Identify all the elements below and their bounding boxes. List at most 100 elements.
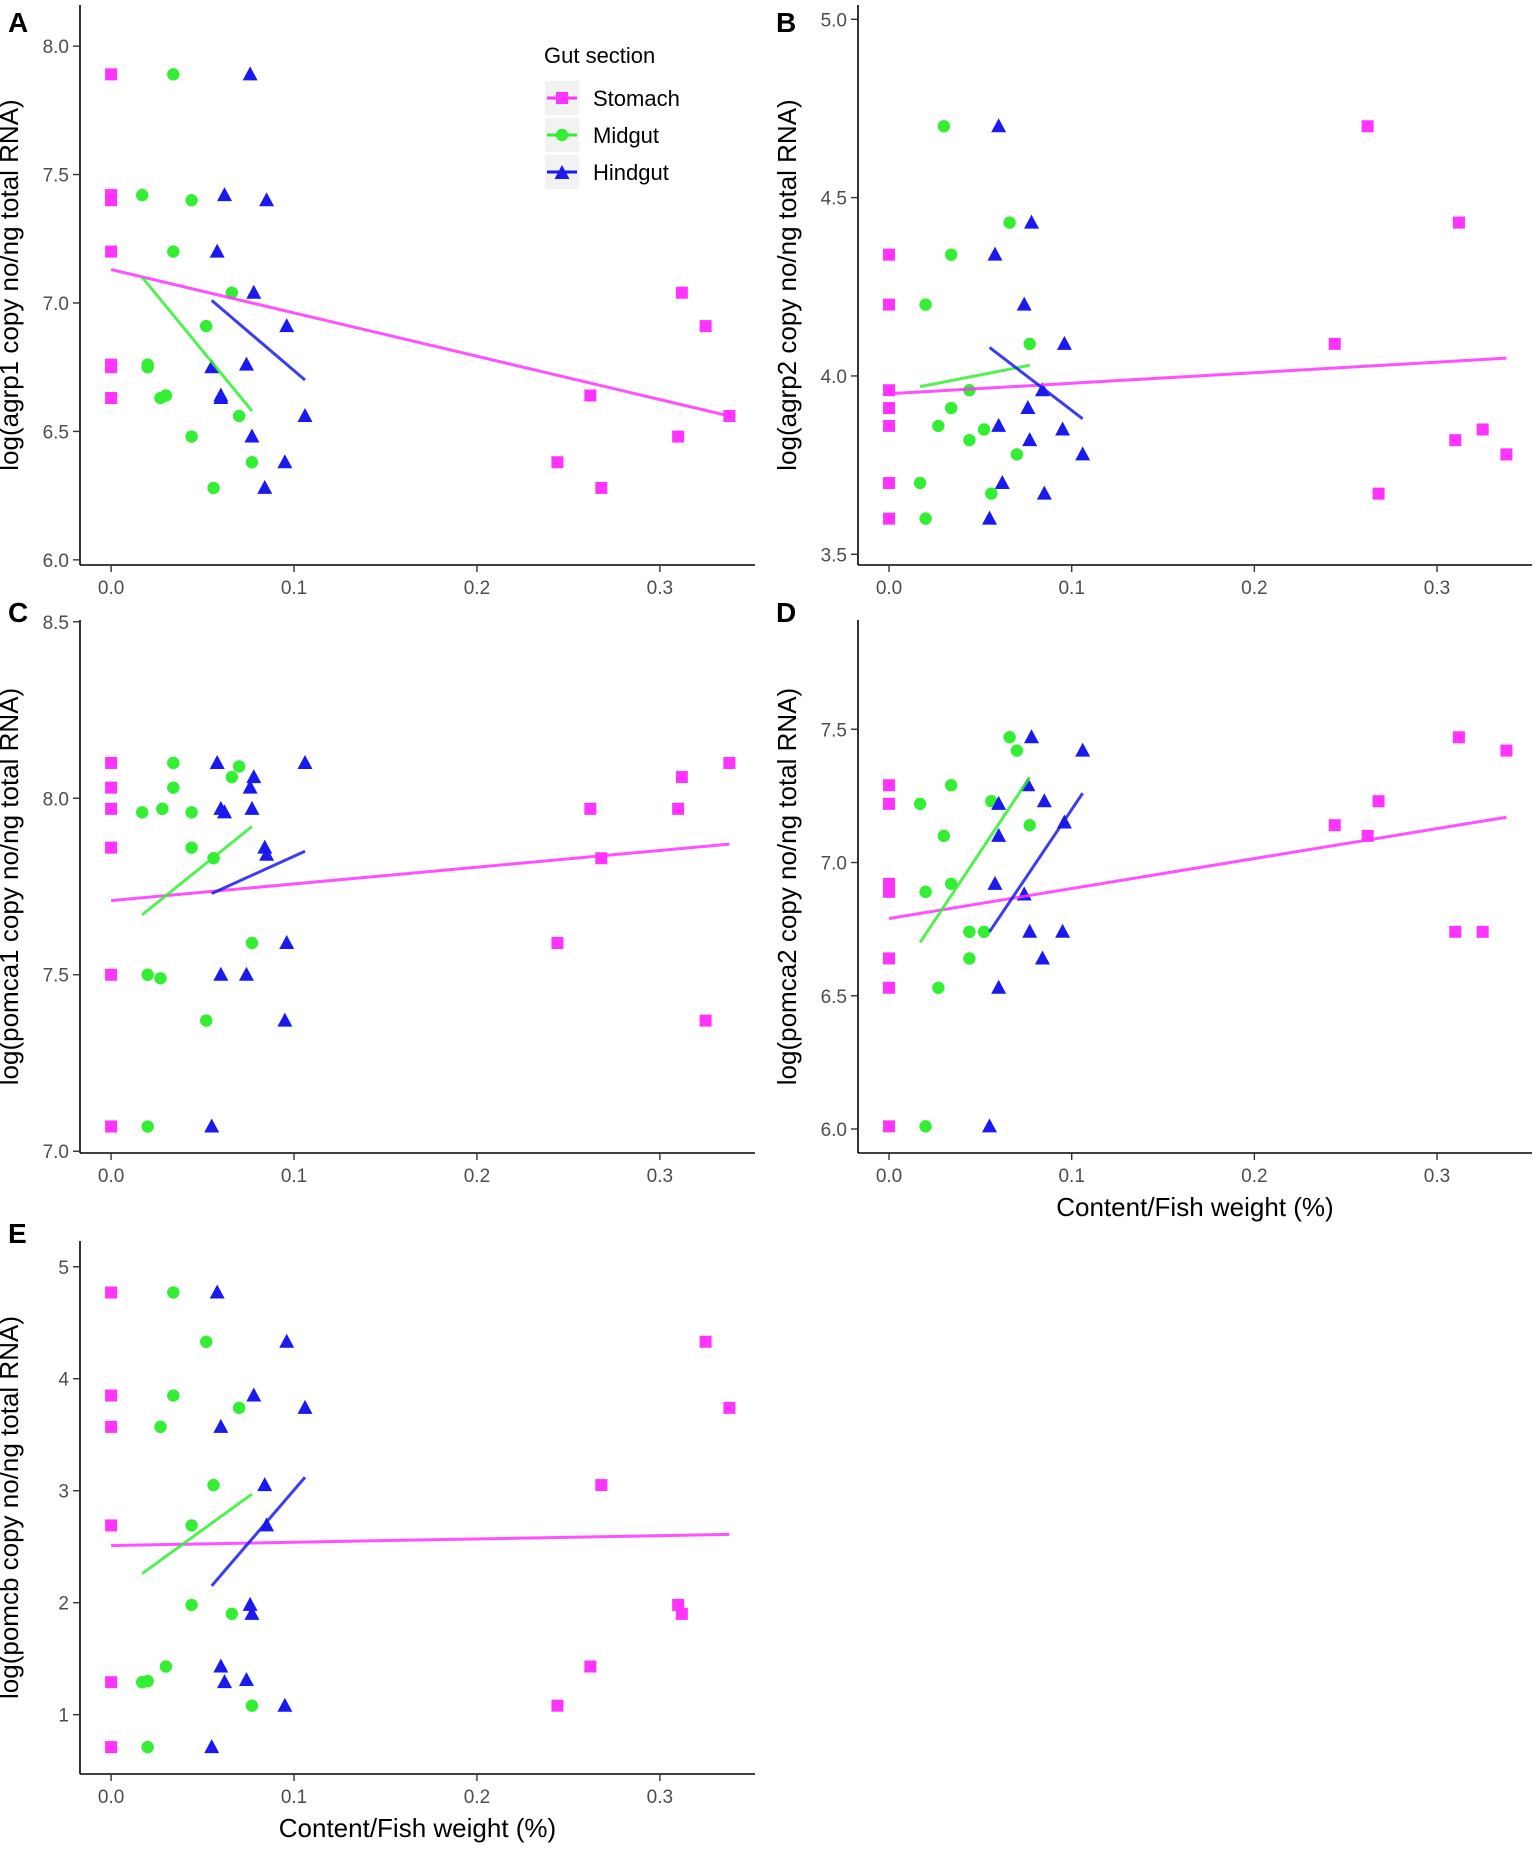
hindgut-point xyxy=(1055,923,1071,938)
stomach-point xyxy=(551,936,564,949)
y-axis-title: log(agrp2 copy no/ng total RNA) xyxy=(772,99,802,470)
y-tick-label: 7.5 xyxy=(821,720,847,741)
stomach-point xyxy=(105,392,118,405)
midgut-point xyxy=(245,1699,259,1712)
midgut-point xyxy=(944,877,958,891)
x-tick-label: 0.0 xyxy=(98,1787,124,1808)
midgut-point xyxy=(232,409,246,423)
x-tick-label: 0.3 xyxy=(1424,1166,1450,1187)
x-tick-label: 0.0 xyxy=(98,578,124,599)
hindgut-point xyxy=(1020,400,1036,415)
panel-letter: C xyxy=(8,597,28,628)
hindgut-point xyxy=(213,390,229,405)
x-tick-label: 0.1 xyxy=(281,1787,307,1808)
legend-entry-midgut: Midgut xyxy=(545,118,659,152)
stomach-point xyxy=(105,1741,118,1754)
midgut-point xyxy=(141,1120,154,1133)
midgut-point xyxy=(977,925,991,939)
y-tick-label: 7.0 xyxy=(43,294,69,315)
hindgut-point xyxy=(259,846,275,861)
stomach-fit-line xyxy=(888,815,1507,920)
y-tick-label: 3.5 xyxy=(821,545,847,566)
legend-label: Stomach xyxy=(593,86,680,111)
stomach-point xyxy=(551,1699,564,1712)
legend-key-marker xyxy=(555,128,569,142)
hindgut-point xyxy=(1034,950,1050,965)
stomach-point xyxy=(105,1389,118,1402)
hindgut-point xyxy=(1036,485,1052,500)
x-tick-label: 0.0 xyxy=(98,1166,124,1187)
series-stomach xyxy=(883,120,1513,525)
series-hindgut xyxy=(204,66,313,494)
midgut-point xyxy=(963,433,976,447)
legend-entry-hindgut: Hindgut xyxy=(545,155,669,189)
stomach-point xyxy=(883,512,896,525)
x-tick-label: 0.2 xyxy=(464,578,490,599)
x-tick-label: 0.2 xyxy=(1241,1166,1267,1187)
stomach-point xyxy=(883,419,896,432)
midgut-fit-line xyxy=(918,776,1031,944)
hindgut-point xyxy=(213,966,229,981)
midgut-point xyxy=(159,1660,173,1673)
hindgut-point xyxy=(991,417,1007,432)
stomach-point xyxy=(1361,120,1374,133)
stomach-point xyxy=(1372,795,1385,808)
stomach-point xyxy=(723,1401,736,1414)
midgut-point xyxy=(141,361,154,374)
stomach-point xyxy=(883,981,896,994)
legend-label: Hindgut xyxy=(593,160,669,185)
series-stomach xyxy=(883,731,1513,1133)
midgut-point xyxy=(200,1014,213,1027)
stomach-point xyxy=(1476,423,1489,436)
y-tick-label: 6.0 xyxy=(821,1120,847,1141)
midgut-point xyxy=(963,952,976,965)
stomach-point xyxy=(105,1519,118,1532)
midgut-point xyxy=(985,487,998,500)
hindgut-fit-line xyxy=(210,1476,307,1587)
x-tick-label: 0.3 xyxy=(647,1787,673,1808)
stomach-point xyxy=(105,756,118,769)
x-axis-title: Content/Fish weight (%) xyxy=(279,1813,556,1843)
x-tick-label: 0.3 xyxy=(647,1166,673,1187)
stomach-point xyxy=(105,194,118,207)
stomach-point xyxy=(883,298,896,311)
hindgut-point xyxy=(1024,729,1040,744)
stomach-point xyxy=(105,1120,118,1133)
x-axis-title: Content/Fish weight (%) xyxy=(1056,1192,1333,1222)
midgut-point xyxy=(919,1120,932,1133)
hindgut-point xyxy=(297,754,313,769)
midgut-point xyxy=(207,481,220,495)
y-tick-label: 6.0 xyxy=(43,551,69,572)
hindgut-point xyxy=(242,66,258,81)
stomach-point xyxy=(105,781,118,794)
x-tick-label: 0.3 xyxy=(1424,578,1450,599)
hindgut-point xyxy=(982,510,998,525)
midgut-point xyxy=(932,419,945,433)
hindgut-point xyxy=(217,804,233,819)
x-tick-label: 0.0 xyxy=(876,578,902,599)
stomach-point xyxy=(105,1676,118,1689)
stomach-point xyxy=(699,1014,712,1027)
midgut-point xyxy=(937,829,951,843)
midgut-point xyxy=(944,779,958,792)
stomach-point xyxy=(883,885,896,898)
series-stomach xyxy=(105,1286,736,1754)
midgut-point xyxy=(977,423,991,436)
y-tick-label: 5 xyxy=(58,1258,69,1279)
hindgut-point xyxy=(279,318,295,333)
midgut-point xyxy=(232,760,246,773)
y-tick-label: 1 xyxy=(58,1706,69,1727)
hindgut-point xyxy=(297,408,313,423)
midgut-point xyxy=(167,68,180,81)
midgut-point xyxy=(245,456,259,469)
hindgut-point xyxy=(259,192,275,207)
panel-letter: D xyxy=(776,597,796,628)
y-axis-title: log(pomca2 copy no/ng total RNA) xyxy=(772,688,802,1085)
midgut-fit-line xyxy=(141,825,253,916)
midgut-point xyxy=(1023,819,1036,832)
stomach-point xyxy=(883,952,896,965)
midgut-point xyxy=(200,1335,213,1348)
y-tick-label: 3 xyxy=(58,1482,69,1503)
stomach-point xyxy=(1452,731,1465,744)
series-midgut xyxy=(913,120,1036,525)
